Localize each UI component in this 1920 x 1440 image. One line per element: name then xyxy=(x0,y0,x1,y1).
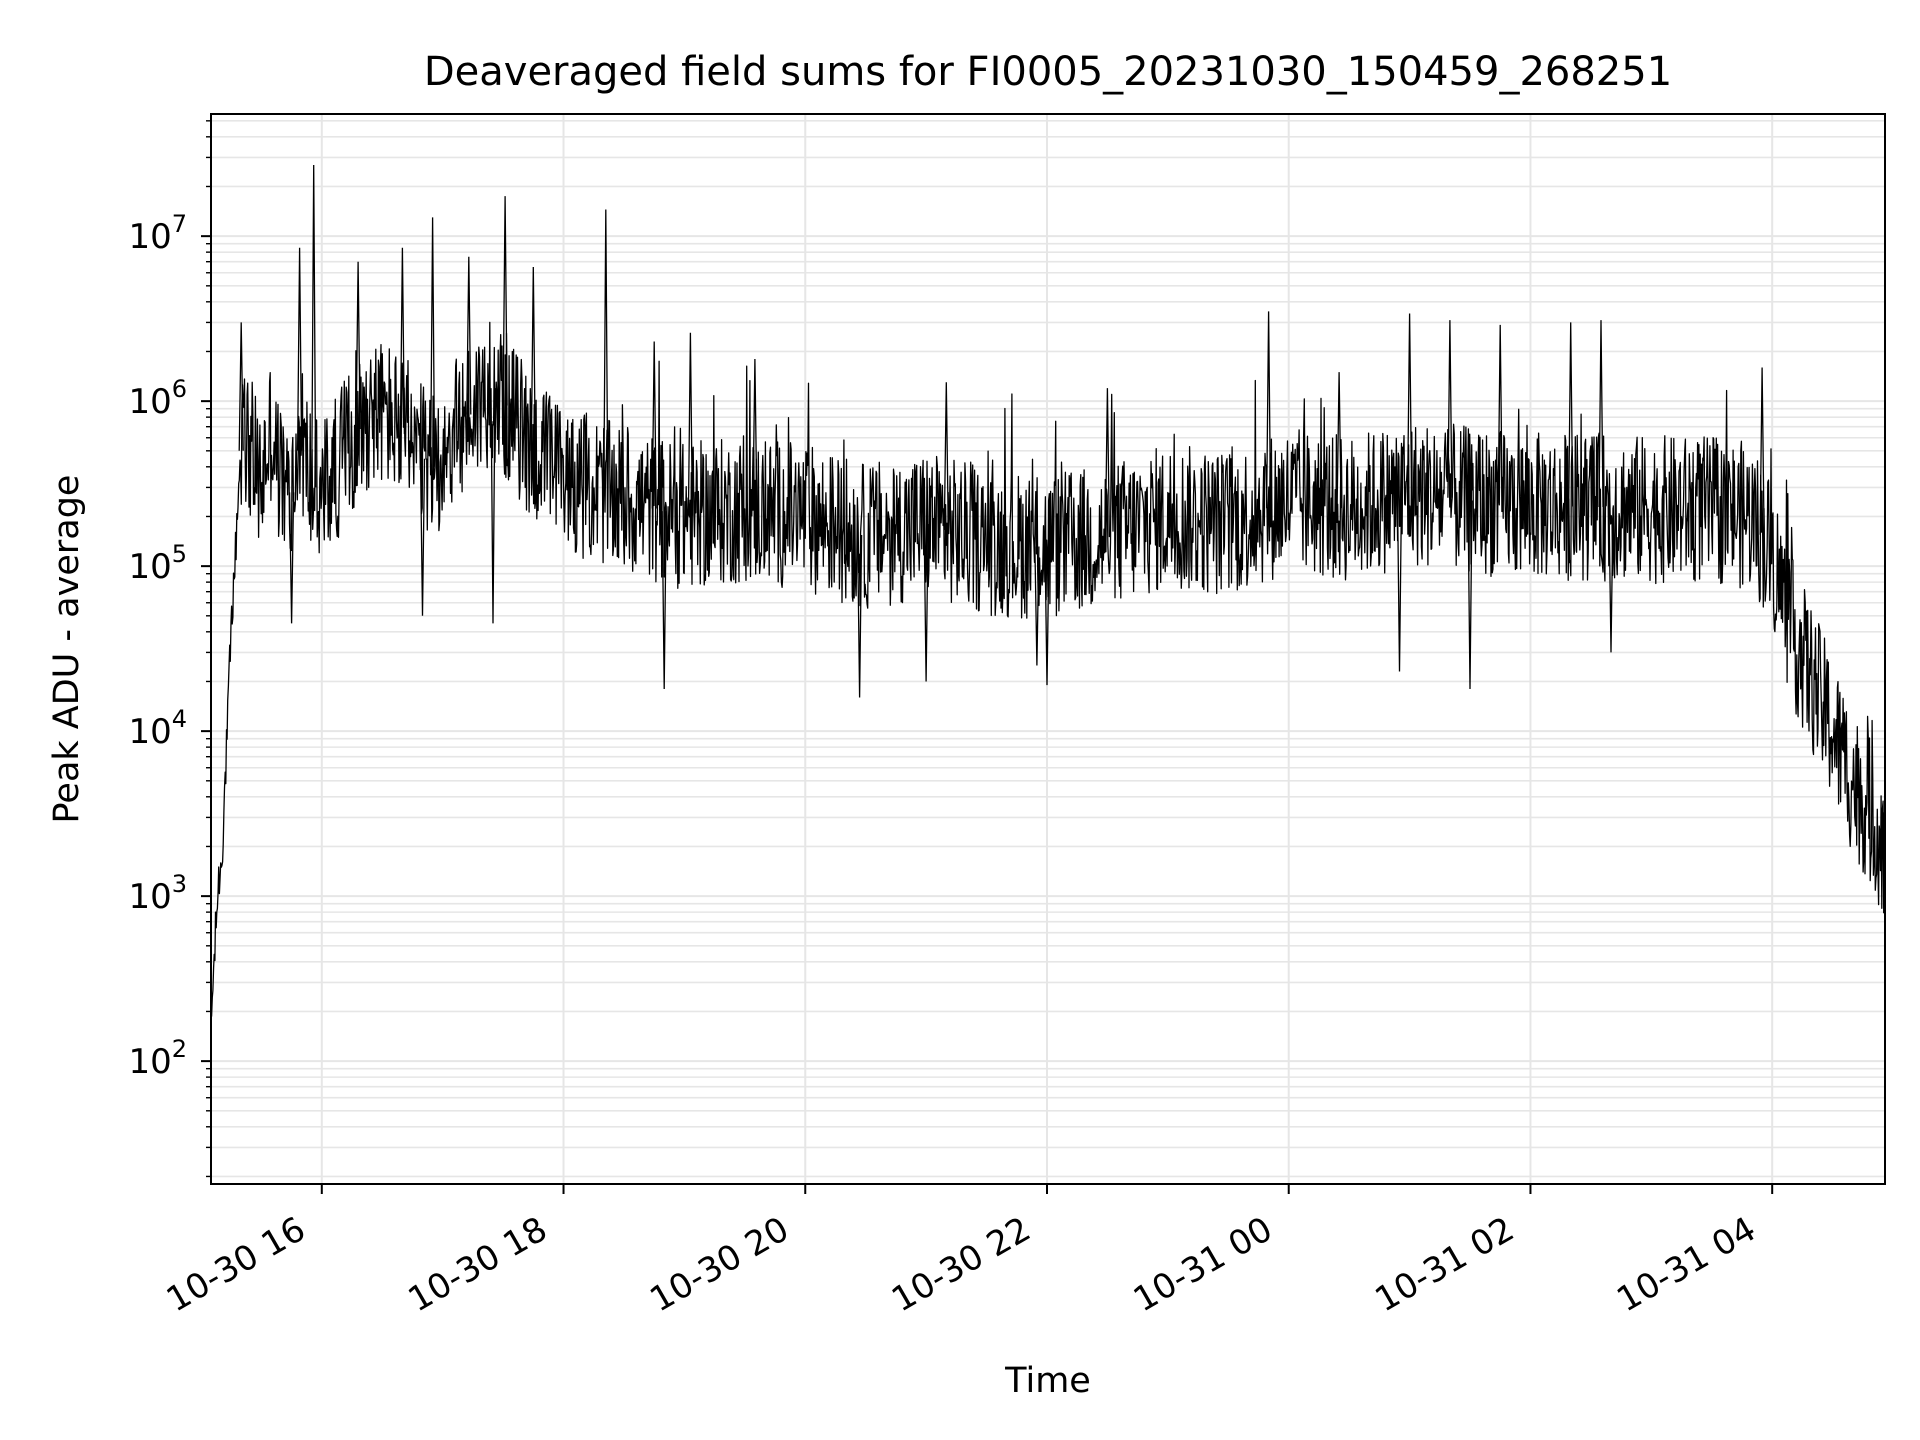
series-dip xyxy=(1608,507,1614,653)
series-spike xyxy=(466,256,472,415)
series-dip xyxy=(1044,547,1050,686)
series-spike xyxy=(238,322,244,451)
series-spike xyxy=(943,382,949,531)
series-spike xyxy=(530,266,536,451)
series-spike xyxy=(651,341,657,509)
y-tick-base: 10 xyxy=(128,877,171,917)
series-spike xyxy=(1265,311,1272,509)
chart-title: Deaveraged field sums for FI0005_2023103… xyxy=(424,49,1672,95)
y-tick-exponent: 2 xyxy=(172,1035,187,1063)
series-spike xyxy=(399,247,406,435)
y-tick-base: 10 xyxy=(128,382,171,422)
plot-frame xyxy=(210,113,1886,1185)
series-spike xyxy=(355,261,361,430)
series-layer xyxy=(210,164,1886,1017)
y-tick-exponent: 5 xyxy=(172,540,187,568)
series-spike xyxy=(1336,372,1342,509)
series-spike xyxy=(687,332,694,516)
y-tick-exponent: 3 xyxy=(172,870,187,898)
series-spike xyxy=(502,196,508,406)
series-spike xyxy=(1598,320,1604,508)
y-tick-label: 105 xyxy=(128,540,187,587)
y-tick-label: 103 xyxy=(128,870,187,917)
y-tick-label: 102 xyxy=(128,1035,187,1082)
series-spike xyxy=(429,217,436,467)
y-tick-base: 10 xyxy=(128,1042,171,1082)
series-spike xyxy=(1406,313,1413,493)
y-tick-label: 104 xyxy=(128,705,187,752)
x-axis-label: Time xyxy=(1004,1361,1091,1401)
series-dip xyxy=(661,511,667,690)
series-dip xyxy=(1467,500,1473,690)
y-tick-exponent: 6 xyxy=(172,375,187,403)
y-tick-label: 106 xyxy=(128,375,187,422)
y-tick-base: 10 xyxy=(128,547,171,587)
series-spike xyxy=(1497,324,1503,504)
y-axis-label: Peak ADU - average xyxy=(47,475,87,824)
y-tick-exponent: 7 xyxy=(172,210,187,238)
series-dip xyxy=(288,492,295,624)
series-spike xyxy=(296,247,303,451)
series-dip xyxy=(1396,495,1403,672)
y-tick-base: 10 xyxy=(128,712,171,752)
y-tick-label: 107 xyxy=(128,210,187,257)
series-spike xyxy=(1568,322,1574,507)
series-dip xyxy=(419,458,426,616)
series-spike xyxy=(1104,388,1111,538)
series-spike xyxy=(603,209,609,494)
series-spike xyxy=(1759,367,1765,535)
series-dip xyxy=(856,534,863,698)
series-spike xyxy=(311,164,317,488)
series-dip xyxy=(490,388,496,624)
y-tick-base: 10 xyxy=(128,217,171,257)
series-spike xyxy=(752,358,758,511)
y-tick-exponent: 4 xyxy=(172,705,187,733)
series-spike xyxy=(1447,320,1453,498)
grid xyxy=(211,114,1885,1184)
series-dip xyxy=(1034,546,1040,666)
series-dip xyxy=(923,523,929,682)
